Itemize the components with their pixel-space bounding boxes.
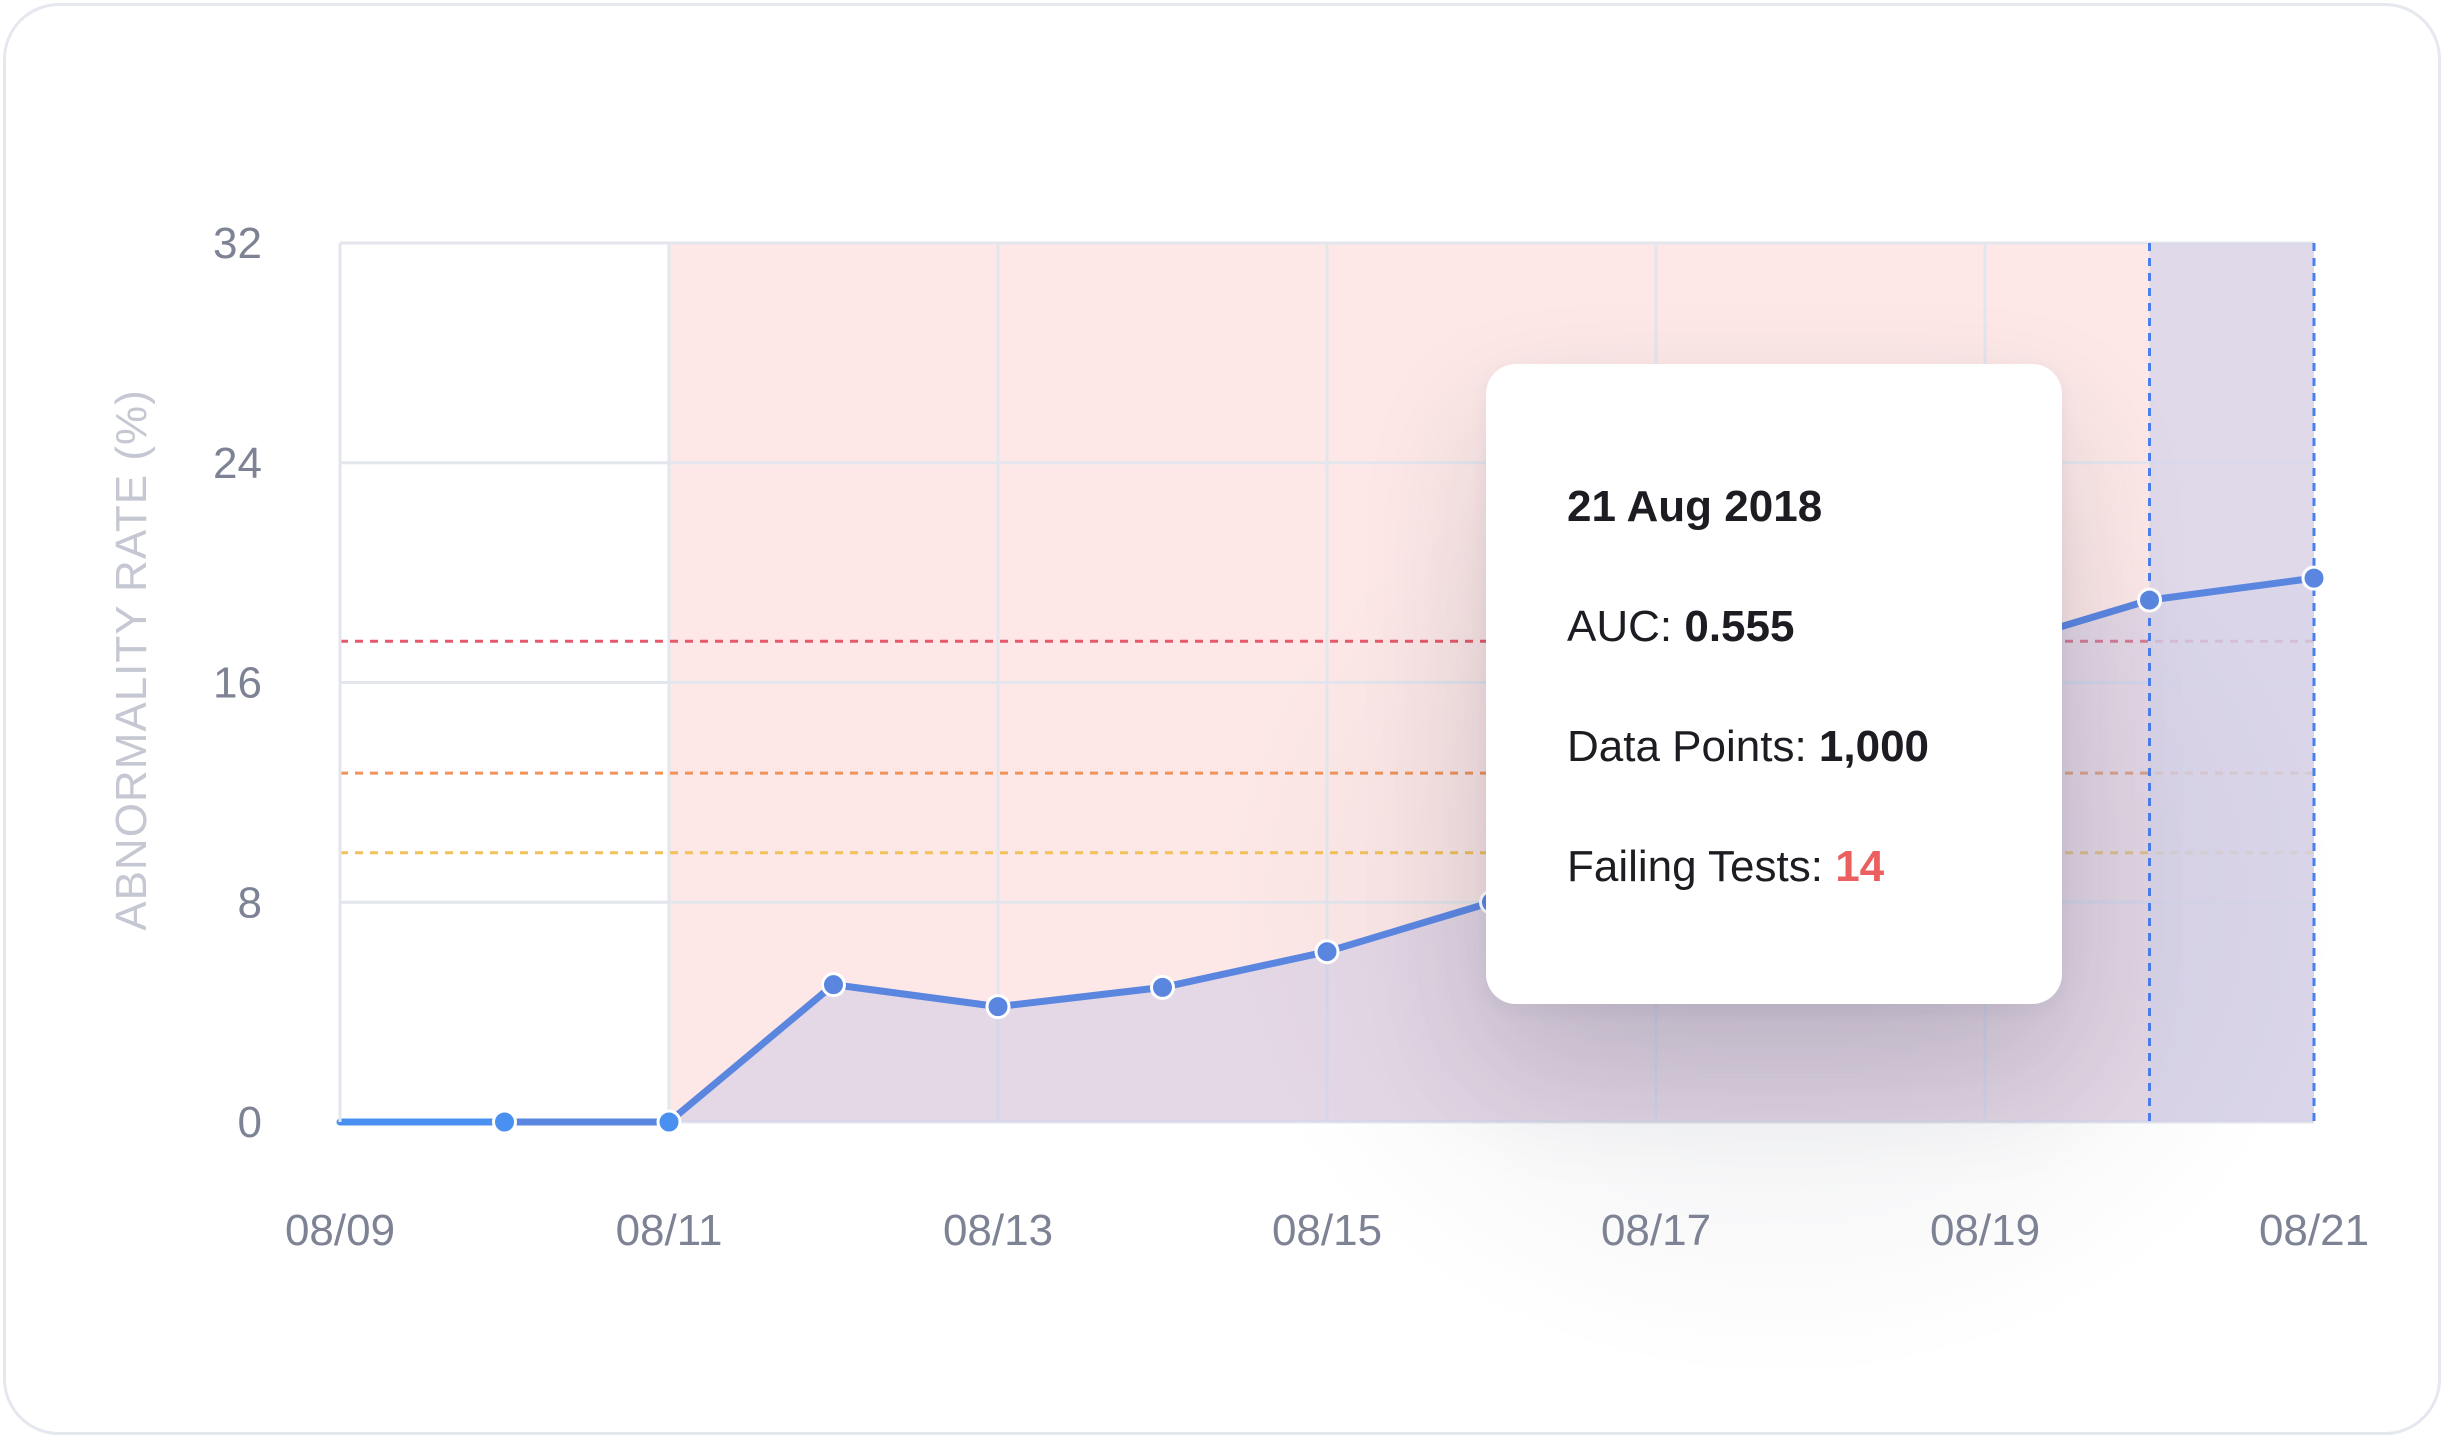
y-tick-label: 8 <box>238 878 262 927</box>
tooltip-failing-label: Failing Tests: <box>1567 842 1823 891</box>
data-point-marker <box>492 1109 517 1135</box>
tooltip-auc: AUC: 0.555 <box>1567 602 1794 652</box>
tooltip-points-value: 1,000 <box>1818 722 1930 771</box>
data-point-marker <box>985 994 1011 1020</box>
x-tick-label: 08/17 <box>1601 1206 1711 1255</box>
tooltip-failing-tests: Failing Tests: 14 <box>1567 842 1884 892</box>
x-tick-label: 08/09 <box>285 1206 395 1255</box>
data-point-marker <box>1150 974 1175 1000</box>
data-point-marker <box>2301 565 2327 591</box>
tooltip-auc-label: AUC: <box>1567 602 1673 651</box>
tooltip-date: 21 Aug 2018 <box>1567 482 1823 531</box>
x-tick-label: 08/19 <box>1930 1206 2040 1255</box>
x-tick-label: 08/15 <box>1272 1206 1382 1255</box>
tooltip-auc-value: 0.555 <box>1684 602 1795 651</box>
y-axis-label: ABNORMALITY RATE (%) <box>107 389 156 931</box>
y-tick-label: 24 <box>213 439 262 488</box>
data-point-marker <box>656 1109 682 1135</box>
tooltip-points-label: Data Points: <box>1567 722 1807 771</box>
y-tick-label: 0 <box>238 1098 262 1147</box>
tooltip-failing-value: 14 <box>1835 842 1885 891</box>
data-tooltip: 21 Aug 2018 AUC: 0.555 Data Points: 1,00… <box>1486 364 2062 1004</box>
x-tick-label: 08/13 <box>943 1206 1053 1255</box>
y-tick-label: 32 <box>213 219 262 268</box>
x-tick-label: 08/21 <box>2259 1206 2369 1255</box>
y-tick-label: 16 <box>213 659 262 708</box>
data-point-marker <box>1314 939 1340 965</box>
data-point-marker <box>821 972 846 998</box>
tooltip-data-points: Data Points: 1,000 <box>1567 722 1929 772</box>
x-tick-label: 08/11 <box>616 1206 723 1255</box>
data-point-marker <box>2137 587 2162 613</box>
